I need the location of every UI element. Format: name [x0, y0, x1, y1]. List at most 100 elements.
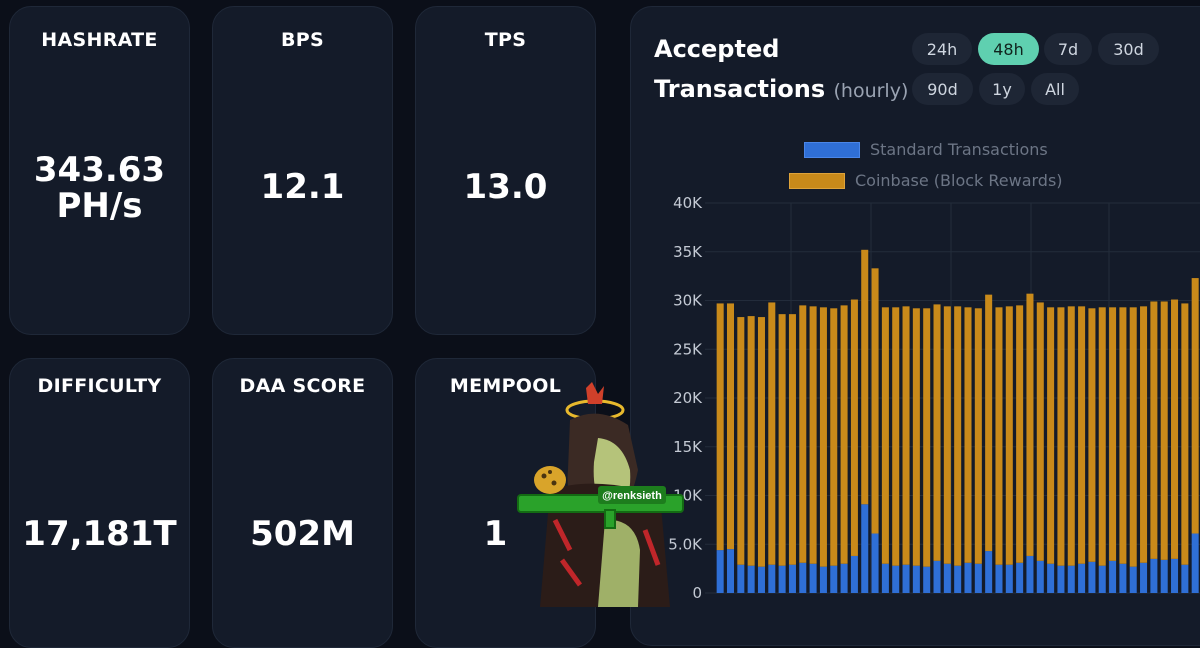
bar-standard[interactable]: [892, 565, 900, 593]
bar-coinbase[interactable]: [1098, 307, 1106, 566]
bar-standard[interactable]: [881, 563, 889, 593]
bar-standard[interactable]: [850, 555, 858, 593]
bar-standard[interactable]: [840, 563, 848, 593]
bar-coinbase[interactable]: [799, 305, 807, 563]
bar-standard[interactable]: [757, 566, 765, 593]
range-button-90d[interactable]: 90d: [912, 73, 973, 105]
bar-coinbase[interactable]: [1016, 305, 1024, 563]
bar-standard[interactable]: [1140, 562, 1148, 593]
bar-coinbase[interactable]: [1067, 306, 1075, 566]
bar-standard[interactable]: [799, 562, 807, 593]
bar-coinbase[interactable]: [892, 307, 900, 566]
bar-standard[interactable]: [1057, 565, 1065, 593]
bar-coinbase[interactable]: [1140, 306, 1148, 563]
bar-standard[interactable]: [716, 550, 724, 593]
bar-standard[interactable]: [1109, 560, 1117, 593]
bar-standard[interactable]: [1078, 563, 1086, 593]
bar-coinbase[interactable]: [995, 307, 1003, 565]
bar-coinbase[interactable]: [1057, 307, 1065, 566]
bar-coinbase[interactable]: [840, 305, 848, 564]
bar-standard[interactable]: [1026, 555, 1034, 593]
bar-coinbase[interactable]: [747, 316, 755, 566]
range-button-all[interactable]: All: [1031, 73, 1079, 105]
legend-item-coinbase[interactable]: Coinbase (Block Rewards): [789, 171, 1063, 190]
bar-standard[interactable]: [1171, 558, 1179, 593]
bar-coinbase[interactable]: [1036, 302, 1044, 561]
bar-coinbase[interactable]: [933, 304, 941, 561]
bar-coinbase[interactable]: [861, 249, 869, 505]
bar-coinbase[interactable]: [1088, 308, 1096, 562]
bar-coinbase[interactable]: [1047, 307, 1055, 564]
bar-coinbase[interactable]: [716, 303, 724, 551]
bar-standard[interactable]: [737, 564, 745, 593]
bar-coinbase[interactable]: [902, 306, 910, 565]
range-button-24h[interactable]: 24h: [912, 33, 972, 65]
legend-item-standard[interactable]: Standard Transactions: [804, 140, 1048, 159]
range-button-48h[interactable]: 48h: [978, 33, 1039, 65]
bar-coinbase[interactable]: [1181, 303, 1189, 565]
bar-coinbase[interactable]: [1171, 299, 1179, 559]
bar-coinbase[interactable]: [768, 302, 776, 565]
bar-standard[interactable]: [1067, 565, 1075, 593]
bar-standard[interactable]: [1036, 560, 1044, 593]
bar-coinbase[interactable]: [1150, 301, 1158, 559]
bar-coinbase[interactable]: [964, 307, 972, 563]
bar-standard[interactable]: [830, 565, 838, 593]
bar-standard[interactable]: [1129, 566, 1137, 593]
bar-standard[interactable]: [1160, 559, 1168, 593]
bar-standard[interactable]: [995, 564, 1003, 593]
bar-standard[interactable]: [809, 563, 817, 593]
range-button-7d[interactable]: 7d: [1044, 33, 1092, 65]
bar-coinbase[interactable]: [1129, 307, 1137, 567]
bar-standard[interactable]: [985, 551, 993, 593]
bar-coinbase[interactable]: [757, 317, 765, 567]
bar-coinbase[interactable]: [819, 307, 827, 567]
bar-coinbase[interactable]: [954, 306, 962, 566]
bar-standard[interactable]: [912, 565, 920, 593]
bar-coinbase[interactable]: [830, 308, 838, 566]
bar-coinbase[interactable]: [850, 299, 858, 556]
bar-standard[interactable]: [954, 565, 962, 593]
bar-coinbase[interactable]: [943, 306, 951, 564]
bar-standard[interactable]: [768, 564, 776, 593]
bar-coinbase[interactable]: [1160, 301, 1168, 560]
bar-standard[interactable]: [1016, 562, 1024, 593]
bar-coinbase[interactable]: [1026, 293, 1034, 556]
bar-coinbase[interactable]: [1005, 306, 1013, 565]
bar-standard[interactable]: [819, 566, 827, 593]
bar-coinbase[interactable]: [726, 303, 735, 550]
bar-standard[interactable]: [1191, 533, 1199, 593]
bar-coinbase[interactable]: [974, 308, 982, 564]
bar-standard[interactable]: [964, 562, 972, 593]
bar-coinbase[interactable]: [881, 307, 889, 564]
bar-standard[interactable]: [1047, 563, 1055, 593]
bar-standard[interactable]: [1088, 561, 1096, 593]
bar-standard[interactable]: [1150, 558, 1158, 593]
bar-coinbase[interactable]: [985, 294, 993, 552]
bar-standard[interactable]: [933, 560, 941, 593]
bar-standard[interactable]: [726, 549, 735, 593]
bar-coinbase[interactable]: [1191, 278, 1199, 534]
bar-coinbase[interactable]: [1109, 307, 1117, 561]
bar-coinbase[interactable]: [923, 308, 931, 567]
bar-coinbase[interactable]: [778, 314, 786, 566]
range-button-30d[interactable]: 30d: [1098, 33, 1159, 65]
bar-standard[interactable]: [923, 566, 931, 593]
bar-standard[interactable]: [974, 563, 982, 593]
bar-standard[interactable]: [1181, 564, 1189, 593]
bar-coinbase[interactable]: [1119, 307, 1127, 564]
bar-standard[interactable]: [747, 565, 755, 593]
bar-coinbase[interactable]: [871, 268, 879, 534]
bar-coinbase[interactable]: [912, 308, 920, 566]
bar-standard[interactable]: [788, 564, 796, 593]
bar-coinbase[interactable]: [809, 306, 817, 564]
bar-standard[interactable]: [1098, 565, 1106, 593]
bar-coinbase[interactable]: [737, 317, 745, 565]
bar-standard[interactable]: [943, 563, 951, 593]
bar-standard[interactable]: [778, 565, 786, 593]
bar-standard[interactable]: [902, 564, 910, 593]
bar-standard[interactable]: [871, 533, 879, 593]
bar-standard[interactable]: [1005, 564, 1013, 593]
bar-coinbase[interactable]: [1078, 306, 1086, 564]
range-button-1y[interactable]: 1y: [979, 73, 1025, 105]
